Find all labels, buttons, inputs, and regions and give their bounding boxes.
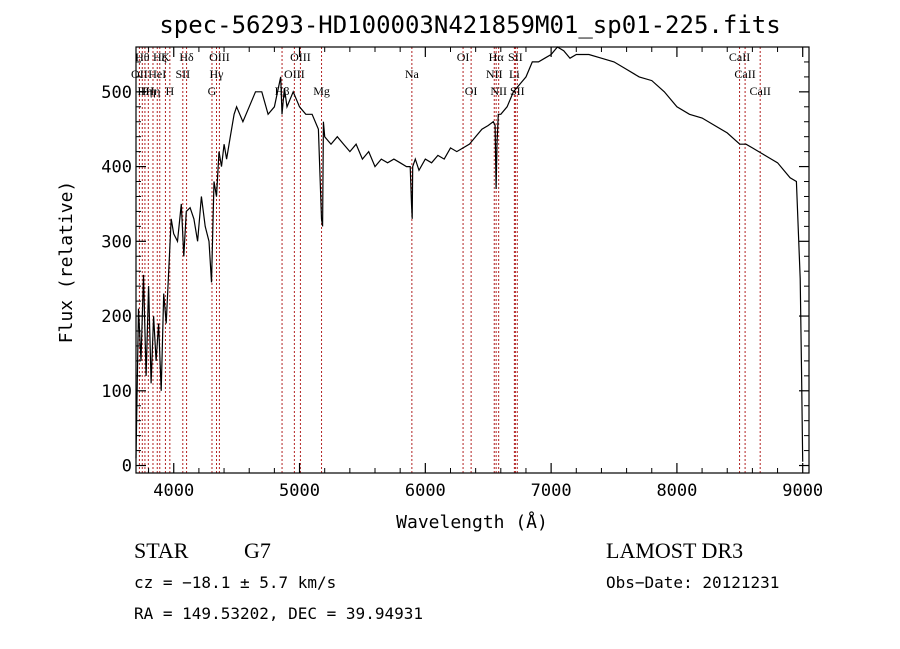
line-label-20: OI [465,84,478,98]
x-tick-label-4: 8000 [656,481,697,501]
x-tick-label-0: 4000 [153,481,194,501]
y-axis-ticks: 0 100 200 300 400 500 [101,61,809,477]
x-tick-label-3: 7000 [531,481,572,501]
line-label-15: OIII [284,67,305,81]
x-axis-ticks: 4000 5000 6000 7000 8000 9000 [148,47,823,501]
object-class: STAR [134,538,189,563]
line-label-12: Hγ [210,67,225,81]
line-label-11: G [208,84,217,98]
y-tick-label-0: 0 [122,457,132,477]
spectral-line-labels: OIIHθHηHηHηHeIHζKHSIIHδGHγOIIIHβOIIIOIII… [131,50,771,98]
line-label-0: OII [131,67,148,81]
line-label-16: OIII [290,50,311,64]
line-label-27: CaII [729,50,750,64]
line-label-29: CaII [750,84,771,98]
line-label-2: Hη [137,84,152,98]
line-label-13: OIII [209,50,230,64]
y-tick-label-5: 500 [101,83,132,103]
y-tick-label-1: 100 [101,382,132,402]
coordinates: RA = 149.53202, DEC = 39.94931 [134,604,423,623]
x-tick-label-2: 6000 [405,481,446,501]
redshift-readout: cz = −18.1 ± 5.7 km/s [134,573,336,592]
spectrum-line [135,46,804,462]
obs-date: Obs−Date: 20121231 [606,573,779,592]
y-tick-label-4: 400 [101,158,132,178]
line-label-9: SII [175,67,190,81]
line-label-19: OI [457,50,470,64]
line-label-25: SII [508,50,523,64]
line-label-3: Hη [141,84,156,98]
line-label-23: NII [490,84,507,98]
y-axis-label: Flux (relative) [56,181,77,344]
line-label-10: Hδ [179,50,194,64]
x-tick-label-1: 5000 [279,481,320,501]
survey-name: LAMOST DR3 [606,538,743,563]
line-label-5: HeI [148,67,166,81]
x-tick-label-5: 9000 [782,481,823,501]
line-label-4: Hη [146,84,161,98]
line-label-22: Hα [489,50,505,64]
y-tick-label-3: 300 [101,232,132,252]
line-label-24: Li [509,67,520,81]
line-label-6: Hζ [153,50,167,64]
chart-title: spec-56293-HD100003N421859M01_sp01-225.f… [159,11,780,39]
spectral-subclass: G7 [244,538,271,563]
line-label-7: K [161,50,170,64]
spectral-line-markers [138,47,761,473]
line-label-18: Na [405,67,420,81]
line-label-8: H [166,84,175,98]
line-label-17: Mg [313,84,330,98]
y-tick-label-2: 200 [101,307,132,327]
plot-frame [135,46,810,474]
line-label-1: Hθ [135,50,150,64]
line-label-28: CaII [734,67,755,81]
line-label-21: NII [486,67,503,81]
line-label-26: SII [510,84,525,98]
x-axis-label: Wavelength (Å) [396,511,548,533]
